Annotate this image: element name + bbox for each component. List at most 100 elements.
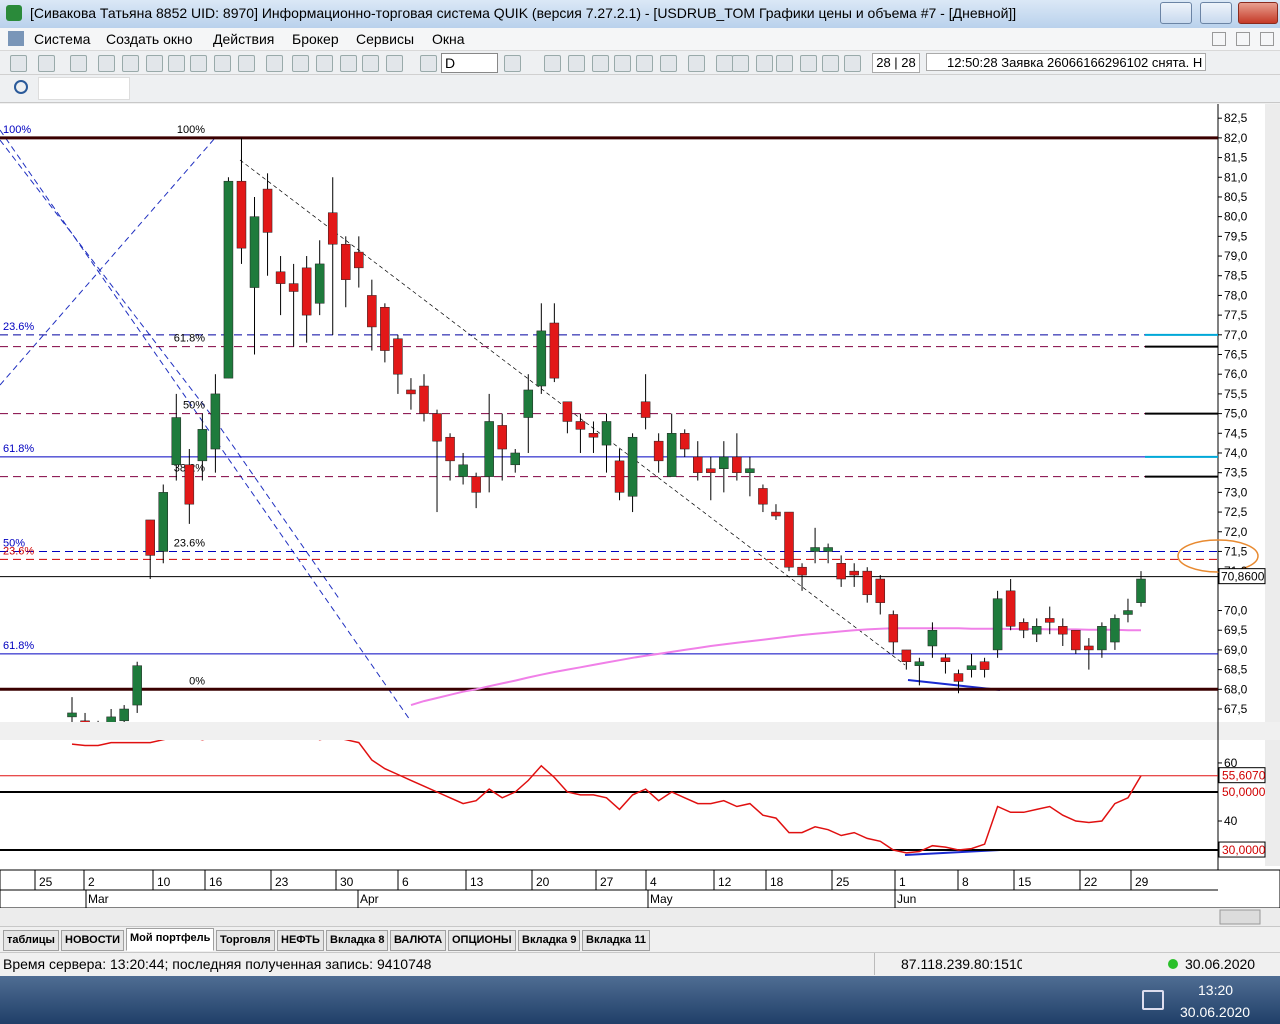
- scroll-thumb[interactable]: [1219, 909, 1261, 925]
- y-tick-label: 68,0: [1224, 682, 1248, 696]
- tool-icon[interactable]: [316, 55, 333, 72]
- candle-body: [288, 283, 299, 292]
- candle-body: [797, 566, 807, 576]
- candle-body: [132, 665, 142, 706]
- search-bar: [0, 75, 1280, 103]
- menu-item[interactable]: Сервисы: [356, 31, 415, 47]
- mdi-restore[interactable]: [1236, 32, 1250, 46]
- candle-body: [732, 456, 742, 473]
- tool-icon[interactable]: [386, 55, 403, 72]
- minimize-button[interactable]: [1160, 2, 1192, 24]
- tab[interactable]: Вкладка 9: [518, 930, 581, 951]
- candle-body: [432, 413, 442, 442]
- y-tick-label: 82,0: [1224, 131, 1248, 145]
- tool-icon[interactable]: [122, 55, 139, 72]
- tool-icon[interactable]: [776, 55, 793, 72]
- mdi-close[interactable]: [1260, 32, 1274, 46]
- interval-select[interactable]: D: [441, 53, 498, 73]
- tab[interactable]: Мой портфель: [126, 928, 215, 951]
- tool-icon[interactable]: [98, 55, 115, 72]
- month-label: Mar: [88, 892, 109, 906]
- search-icon[interactable]: [14, 80, 28, 94]
- tool-icon[interactable]: [716, 55, 733, 72]
- tab[interactable]: Вкладка 8: [326, 930, 389, 951]
- network-icon[interactable]: [1142, 990, 1164, 1010]
- tool-icon[interactable]: [146, 55, 163, 72]
- rsi-level-box: [1218, 841, 1266, 858]
- day-label: 2: [88, 875, 95, 889]
- mdi-minimize[interactable]: [1212, 32, 1226, 46]
- tool-icon[interactable]: [732, 55, 749, 72]
- tool-icon[interactable]: [800, 55, 817, 72]
- candle-body: [262, 188, 273, 233]
- tool-icon[interactable]: [362, 55, 379, 72]
- tool-icon[interactable]: [266, 55, 283, 72]
- menu-item[interactable]: Брокер: [292, 31, 339, 47]
- tool-icon[interactable]: [190, 55, 207, 72]
- y-tick-label: 77,0: [1224, 328, 1248, 342]
- status-bar: Время сервера: 13:20:44; последняя получ…: [0, 952, 1280, 977]
- h-scrollbar[interactable]: [0, 908, 1280, 926]
- menu-item[interactable]: Окна: [432, 31, 465, 47]
- tool-icon[interactable]: [38, 55, 55, 72]
- tab[interactable]: НЕФТЬ: [277, 930, 324, 951]
- tool-icon[interactable]: [238, 55, 255, 72]
- tool-icon[interactable]: [544, 55, 561, 72]
- menu-item[interactable]: Создать окно: [106, 31, 193, 47]
- tab[interactable]: ОПЦИОНЫ: [448, 930, 516, 951]
- y-tick-label: 76,5: [1224, 348, 1248, 362]
- tool-icon[interactable]: [504, 55, 521, 72]
- v-scrollbar[interactable]: [1265, 104, 1280, 722]
- tab[interactable]: таблицы: [3, 930, 59, 951]
- candle-body: [1084, 645, 1094, 651]
- message-box[interactable]: 12:50:28 Заявка 26066166296102 снята. Н: [926, 53, 1206, 71]
- tool-icon[interactable]: [292, 55, 309, 72]
- tool-icon[interactable]: [340, 55, 357, 72]
- candle-body: [679, 433, 690, 450]
- tool-icon[interactable]: [822, 55, 839, 72]
- y-tick-label: 80,0: [1224, 210, 1248, 224]
- maximize-button[interactable]: [1200, 2, 1232, 24]
- day-label: 30: [340, 875, 354, 889]
- tool-icon[interactable]: [70, 55, 87, 72]
- tool-icon[interactable]: [420, 55, 437, 72]
- candle-body: [693, 456, 703, 473]
- candle-body: [640, 401, 651, 418]
- v-scrollbar[interactable]: [1265, 740, 1280, 866]
- tool-icon[interactable]: [614, 55, 631, 72]
- tool-icon[interactable]: [688, 55, 705, 72]
- fib-label: 61.8%: [174, 333, 205, 345]
- close-button[interactable]: [1238, 2, 1278, 24]
- tab[interactable]: ВАЛЮТА: [390, 930, 447, 951]
- search-input[interactable]: [38, 77, 130, 100]
- menu-item[interactable]: Система: [34, 31, 91, 47]
- tool-icon[interactable]: [636, 55, 653, 72]
- tab[interactable]: Вкладка 11: [582, 930, 650, 951]
- tool-icon[interactable]: [10, 55, 27, 72]
- candle-body: [184, 464, 195, 505]
- candle-body: [784, 511, 794, 568]
- candle-body: [653, 440, 664, 462]
- y-tick-label: 78,0: [1224, 288, 1248, 302]
- tab[interactable]: НОВОСТИ: [61, 930, 125, 951]
- y-tick-label: 79,5: [1224, 229, 1248, 243]
- candle-body: [80, 720, 90, 722]
- tab[interactable]: Торговля: [216, 930, 275, 951]
- candle-body: [601, 421, 612, 446]
- toolbar: D 28 | 28 12:50:28 Заявка 26066166296102…: [0, 51, 1280, 75]
- rsi-level-label: 55,6070: [1222, 769, 1266, 783]
- tool-icon[interactable]: [168, 55, 185, 72]
- menu-item[interactable]: Действия: [213, 31, 275, 47]
- tool-icon[interactable]: [660, 55, 677, 72]
- y-tick-label: 71,5: [1224, 544, 1248, 558]
- tool-icon[interactable]: [756, 55, 773, 72]
- day-label: 23: [275, 875, 289, 889]
- candle-body: [575, 421, 586, 430]
- tool-icon[interactable]: [568, 55, 585, 72]
- day-label: 6: [402, 875, 409, 889]
- candle-body: [1031, 626, 1042, 635]
- tool-icon[interactable]: [844, 55, 861, 72]
- counter: 28 | 28: [872, 53, 920, 73]
- tool-icon[interactable]: [214, 55, 231, 72]
- tool-icon[interactable]: [592, 55, 609, 72]
